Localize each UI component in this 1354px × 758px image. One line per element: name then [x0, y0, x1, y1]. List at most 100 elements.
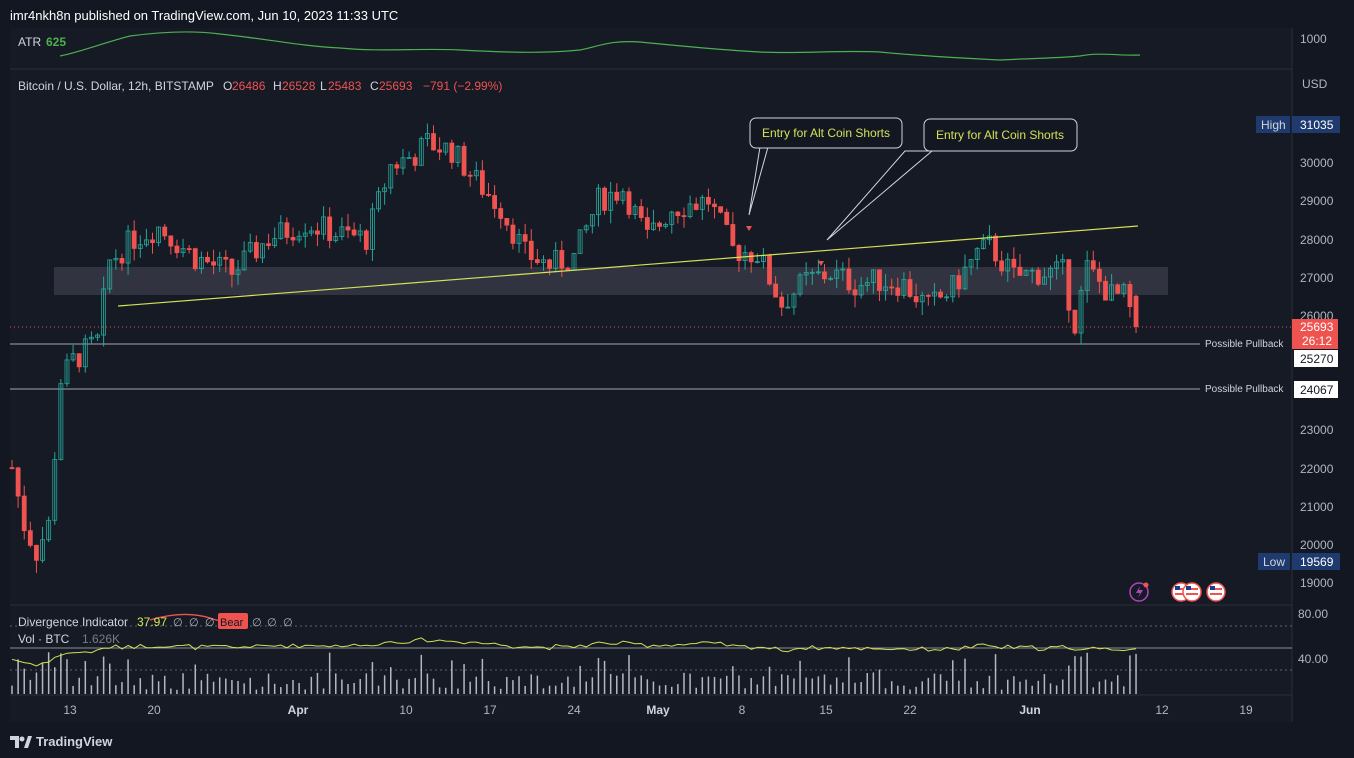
volume-bar: [121, 682, 123, 694]
volume-bar: [1110, 681, 1113, 694]
candle-body: [431, 133, 436, 151]
volume-bar: [225, 678, 227, 694]
candle-body: [864, 282, 870, 286]
high-badge: [1256, 116, 1290, 133]
candle-body: [345, 226, 351, 231]
volume-bar: [420, 654, 423, 694]
lightning-icon[interactable]: [1129, 582, 1149, 602]
bear-badge: [218, 613, 248, 629]
candle-body: [89, 336, 94, 340]
candle-body: [950, 275, 956, 298]
candle-body: [993, 235, 998, 262]
high-value-badge: [1292, 116, 1340, 133]
tradingview-logo[interactable]: TradingView: [10, 734, 112, 749]
volume-bar: [780, 674, 783, 694]
candle-body: [363, 230, 369, 250]
candle-body: [400, 157, 406, 169]
candle-body: [1115, 284, 1121, 294]
candle-body: [370, 208, 375, 250]
tradingview-brand: TradingView: [36, 734, 113, 749]
div-marker-3: ∅: [205, 617, 215, 629]
candle-body: [962, 266, 968, 290]
candle-body: [315, 230, 320, 235]
time-label: 8: [739, 703, 746, 717]
volume-bar: [469, 681, 471, 694]
volume-bar: [866, 673, 868, 694]
volume-bar: [182, 673, 184, 694]
bear-marker-1: [746, 226, 752, 231]
volume-bar: [1129, 655, 1131, 694]
callout-2[interactable]: Entry for Alt Coin Shorts: [826, 118, 1078, 241]
volume-bar: [616, 675, 618, 694]
us-flag-icon[interactable]: [1206, 582, 1226, 602]
volume-bar: [915, 686, 917, 694]
volume-bar: [860, 681, 862, 694]
time-label: 17: [483, 703, 497, 717]
trendline: [117, 225, 1139, 307]
candle-body: [95, 334, 100, 338]
candle-body: [528, 240, 534, 260]
volume-bar: [23, 668, 25, 694]
volume-bar: [884, 688, 887, 694]
volume-bar: [952, 660, 954, 694]
candle-body: [137, 244, 143, 249]
volume-bar: [280, 687, 282, 694]
volume-bar: [909, 689, 911, 694]
volume-bar: [842, 682, 844, 694]
volume-bar: [218, 677, 221, 694]
candle-body: [669, 211, 675, 225]
volume-bar: [377, 685, 380, 694]
candle-body: [34, 544, 39, 561]
candle-body: [449, 142, 455, 163]
candle-body: [657, 222, 662, 227]
volume-bar: [359, 679, 361, 694]
atr-label: ATR: [18, 35, 41, 49]
volume-bar: [658, 685, 661, 694]
callout-1[interactable]: Entry for Alt Coin Shorts: [748, 117, 903, 216]
candle-body: [467, 174, 473, 177]
symbol-label: Bitcoin / U.S. Dollar, 12h, BITSTAMP: [18, 79, 214, 93]
volume-bar: [597, 658, 600, 694]
candle-body: [736, 245, 742, 261]
volume-bar: [328, 652, 331, 694]
price-ticks: 30000 29000 28000 27000 26000 23000 2200…: [1300, 156, 1334, 590]
volume-bar: [414, 677, 416, 694]
candle-body: [278, 222, 284, 240]
volume-bar: [1061, 679, 1064, 694]
us-flag-icon[interactable]: [1182, 582, 1202, 602]
candle-body: [577, 229, 583, 254]
candle-body: [241, 250, 247, 271]
candle-body: [333, 236, 339, 241]
volume-bar: [628, 655, 630, 694]
candle-body: [1029, 269, 1035, 272]
candle-body: [932, 291, 937, 297]
candle-body: [174, 245, 180, 254]
candle-body: [382, 187, 388, 193]
candle-body: [58, 383, 64, 460]
volume-bar: [854, 682, 856, 694]
candle-body: [809, 271, 815, 274]
candle-body: [693, 203, 699, 210]
candle-body: [724, 211, 730, 225]
volume-bar: [499, 688, 502, 694]
candle-body: [107, 259, 113, 290]
volume-bar: [66, 659, 68, 694]
volume-bar: [738, 675, 740, 694]
candle-body: [113, 258, 119, 261]
volume-bar: [237, 680, 239, 694]
candle-body: [791, 293, 797, 308]
volume-bar: [432, 678, 435, 694]
volume-bar: [640, 675, 642, 694]
candle-body: [217, 256, 223, 266]
volume-bar: [725, 675, 728, 694]
volume-bar: [518, 676, 520, 694]
candle-body: [944, 296, 950, 299]
candle-body: [186, 248, 192, 251]
volume-bar: [1104, 679, 1107, 694]
volume-bar: [677, 684, 679, 694]
candle-body: [980, 239, 986, 249]
volume-bar: [1049, 683, 1052, 694]
candle-body: [425, 133, 430, 140]
volume-bar: [689, 673, 691, 694]
